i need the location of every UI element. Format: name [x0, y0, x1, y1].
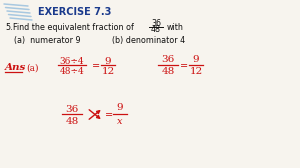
- Text: =: =: [180, 61, 188, 71]
- Text: 5.: 5.: [5, 23, 13, 32]
- Text: Find the equivalent fraction of: Find the equivalent fraction of: [13, 23, 134, 32]
- Text: (a): (a): [26, 64, 38, 73]
- Text: 48: 48: [65, 116, 79, 125]
- Text: 12: 12: [189, 67, 203, 75]
- Text: 9: 9: [117, 103, 123, 113]
- Text: EXERCISE 7.3: EXERCISE 7.3: [38, 7, 111, 17]
- Text: with: with: [167, 23, 184, 32]
- Text: =: =: [92, 61, 100, 71]
- Text: 36÷4: 36÷4: [60, 56, 84, 66]
- Text: 48: 48: [161, 67, 175, 75]
- Text: 12: 12: [101, 68, 115, 76]
- Text: 36: 36: [65, 104, 79, 114]
- Text: Ans: Ans: [5, 64, 26, 73]
- Text: 36: 36: [151, 19, 161, 28]
- Text: 48÷4: 48÷4: [60, 67, 84, 75]
- Text: 36: 36: [161, 55, 175, 65]
- Text: 9: 9: [193, 55, 199, 65]
- Text: 48: 48: [151, 26, 161, 34]
- Text: (a)  numerator 9: (a) numerator 9: [14, 35, 81, 45]
- Text: x: x: [117, 116, 123, 125]
- Text: (b) denominator 4: (b) denominator 4: [112, 35, 185, 45]
- Text: 9: 9: [105, 56, 111, 66]
- Text: =: =: [105, 110, 113, 120]
